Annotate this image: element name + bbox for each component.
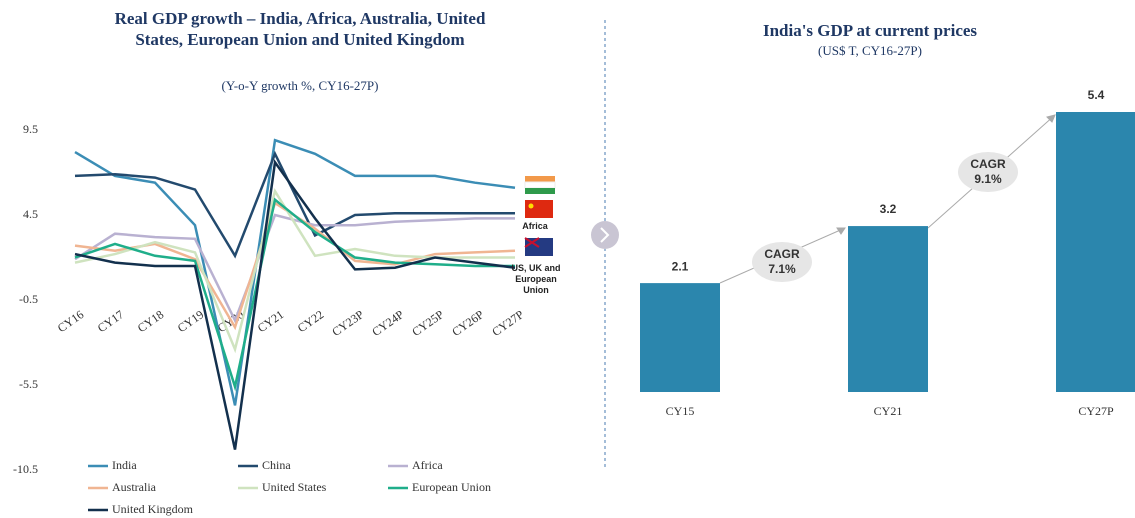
cagr-bubble xyxy=(752,242,812,282)
y-tick-label: -5.5 xyxy=(19,377,38,391)
cagr-bubble xyxy=(958,152,1018,192)
y-tick-label: 9.5 xyxy=(23,122,38,136)
value-label: 3.2 xyxy=(880,202,897,216)
line-series xyxy=(74,159,516,450)
x-tick-label: CY18 xyxy=(135,307,167,335)
x-tick-label: CY21 xyxy=(874,404,903,418)
y-tick-label: 4.5 xyxy=(23,207,38,221)
x-tick-label: CY25P xyxy=(409,307,446,339)
y-tick-label: -0.5 xyxy=(19,292,38,306)
legend-label: China xyxy=(262,458,291,472)
line-series xyxy=(74,150,515,259)
x-tick-label: CY17 xyxy=(95,307,127,335)
arrow-icon xyxy=(600,227,610,243)
x-tick-label: CY22 xyxy=(295,307,327,335)
legend-label: Africa xyxy=(412,458,443,472)
legend-label: United States xyxy=(262,480,327,494)
flag-china xyxy=(525,200,553,218)
annotation: 7.1% xyxy=(768,262,796,276)
flag-india xyxy=(524,176,556,194)
line-series xyxy=(74,138,516,406)
bar xyxy=(1056,112,1135,392)
bar xyxy=(640,283,720,392)
x-tick-label: CY19 xyxy=(175,307,207,335)
bar xyxy=(848,226,928,392)
x-tick-label: CY27P xyxy=(489,307,526,339)
annotation: CAGR xyxy=(970,157,1006,171)
annotation: Africa xyxy=(522,221,548,231)
value-label: 2.1 xyxy=(672,259,689,273)
chart-subtitle: (US$ T, CY16-27P) xyxy=(818,43,922,58)
legend-label: United Kingdom xyxy=(112,502,194,516)
legend-label: Australia xyxy=(112,480,157,494)
arrow-circle xyxy=(591,221,619,249)
x-tick-label: CY27P xyxy=(1078,404,1114,418)
legend-label: European Union xyxy=(412,480,491,494)
chart-subtitle: (Y-o-Y growth %, CY16-27P) xyxy=(221,78,379,93)
chart-title: India's GDP at current prices xyxy=(762,21,978,40)
x-tick-label: CY16 xyxy=(55,307,87,335)
flag-australia xyxy=(524,237,553,256)
line-series xyxy=(74,197,515,392)
x-tick-label: CY15 xyxy=(666,404,695,418)
x-tick-label: CY23P xyxy=(329,307,366,339)
value-label: 5.4 xyxy=(1088,88,1105,102)
x-tick-label: CY21 xyxy=(255,307,287,335)
annotation: 9.1% xyxy=(974,172,1002,186)
legend-label: India xyxy=(112,458,137,472)
chart-title: Real GDP growth – India, Africa, Austral… xyxy=(114,9,486,49)
annotation: US, UK and European Union xyxy=(511,263,561,295)
x-tick-label: CY26P xyxy=(449,307,486,339)
annotation: CAGR xyxy=(764,247,800,261)
x-tick-label: CY24P xyxy=(369,307,406,339)
y-tick-label: -10.5 xyxy=(13,462,38,476)
line-series xyxy=(74,213,515,324)
